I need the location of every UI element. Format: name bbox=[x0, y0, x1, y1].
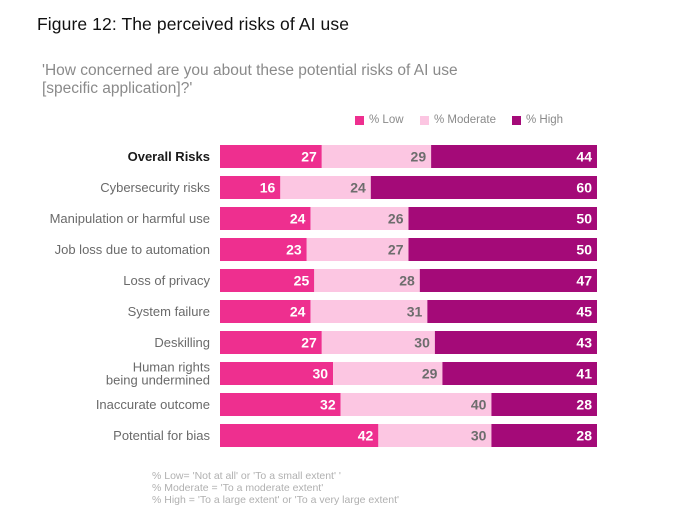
legend-label-low: % Low bbox=[369, 114, 404, 126]
subtitle-line-2: [specific application]?' bbox=[42, 80, 193, 97]
bar-low-system-failure bbox=[220, 300, 311, 323]
bar-low-manipulation-or-harmful-use bbox=[220, 207, 311, 230]
data-label-high-cybersecurity-risks: 60 bbox=[576, 180, 592, 196]
data-label-low-human-rights-being-undermined: 30 bbox=[313, 366, 329, 382]
subtitle-line-1: 'How concerned are you about these poten… bbox=[42, 62, 458, 79]
data-label-low-loss-of-privacy: 25 bbox=[294, 273, 310, 289]
data-label-high-loss-of-privacy: 47 bbox=[576, 273, 592, 289]
bar-moderate-cybersecurity-risks bbox=[280, 176, 371, 199]
data-label-low-cybersecurity-risks: 16 bbox=[260, 180, 276, 196]
data-label-high-potential-for-bias: 28 bbox=[576, 428, 592, 444]
bar-high-potential-for-bias bbox=[491, 424, 597, 447]
category-label-overall-risks: Overall Risks bbox=[128, 149, 210, 164]
legend-item-moderate: % Moderate bbox=[420, 114, 496, 126]
bar-low-overall-risks bbox=[220, 145, 322, 168]
data-label-moderate-system-failure: 31 bbox=[407, 304, 423, 320]
note-moderate-definition: % Moderate = 'To a moderate extent' bbox=[152, 482, 324, 494]
category-label-inaccurate-outcome: Inaccurate outcome bbox=[96, 397, 210, 412]
bar-high-system-failure bbox=[427, 300, 597, 323]
data-label-low-manipulation-or-harmful-use: 24 bbox=[290, 211, 306, 227]
legend-label-high: % High bbox=[526, 114, 564, 126]
data-label-moderate-overall-risks: 29 bbox=[411, 149, 427, 165]
category-label-loss-of-privacy: Loss of privacy bbox=[123, 273, 210, 288]
bar-moderate-inaccurate-outcome bbox=[340, 393, 492, 416]
bar-high-deskilling bbox=[434, 331, 597, 354]
bar-high-cybersecurity-risks bbox=[370, 176, 597, 199]
category-label-manipulation-or-harmful-use: Manipulation or harmful use bbox=[50, 211, 210, 226]
stacked-bar-chart: Overall Risks 27 29 44 Cybersecurity risks 16… bbox=[50, 145, 597, 447]
category-label-cybersecurity-risks: Cybersecurity risks bbox=[100, 180, 210, 195]
category-label-job-loss-due-to-automation: Job loss due to automation bbox=[55, 242, 210, 257]
bar-low-deskilling bbox=[220, 331, 322, 354]
bar-moderate-loss-of-privacy bbox=[314, 269, 420, 292]
data-label-moderate-deskilling: 30 bbox=[414, 335, 430, 351]
data-label-moderate-potential-for-bias: 30 bbox=[471, 428, 487, 444]
data-label-moderate-inaccurate-outcome: 40 bbox=[471, 397, 487, 413]
note-low-definition: % Low= 'Not at all' or 'To a small exten… bbox=[152, 470, 341, 482]
data-label-high-manipulation-or-harmful-use: 50 bbox=[576, 211, 592, 227]
data-label-moderate-cybersecurity-risks: 24 bbox=[350, 180, 366, 196]
bar-moderate-overall-risks bbox=[321, 145, 432, 168]
bar-moderate-manipulation-or-harmful-use bbox=[310, 207, 409, 230]
data-label-low-job-loss-due-to-automation: 23 bbox=[286, 242, 302, 258]
data-label-low-inaccurate-outcome: 32 bbox=[320, 397, 336, 413]
data-label-low-potential-for-bias: 42 bbox=[358, 428, 374, 444]
figure-title: Figure 12: The perceived risks of AI use bbox=[37, 14, 350, 34]
figure-subtitle: 'How concerned are you about these poten… bbox=[42, 62, 562, 98]
data-label-high-inaccurate-outcome: 28 bbox=[576, 397, 592, 413]
bar-high-loss-of-privacy bbox=[419, 269, 597, 292]
note-high-definition: % High = 'To a large extent' or 'To a ve… bbox=[152, 494, 400, 506]
legend-swatch-moderate bbox=[420, 115, 429, 125]
legend-swatch-high bbox=[512, 115, 521, 125]
bar-low-potential-for-bias bbox=[220, 424, 379, 447]
bar-low-human-rights-being-undermined bbox=[220, 362, 334, 385]
data-label-high-overall-risks: 44 bbox=[576, 149, 592, 165]
bar-moderate-human-rights-being-undermined bbox=[333, 362, 443, 385]
data-label-low-overall-risks: 27 bbox=[301, 149, 317, 165]
legend-item-high: % High bbox=[512, 114, 563, 126]
bar-high-inaccurate-outcome bbox=[491, 393, 597, 416]
chart-notes: % Low= 'Not at all' or 'To a small exten… bbox=[152, 470, 399, 506]
data-label-high-job-loss-due-to-automation: 50 bbox=[576, 242, 592, 258]
data-label-high-human-rights-being-undermined: 41 bbox=[576, 366, 592, 382]
category-label-system-failure: System failure bbox=[128, 304, 210, 319]
legend-label-moderate: % Moderate bbox=[434, 114, 497, 126]
data-label-moderate-loss-of-privacy: 28 bbox=[399, 273, 415, 289]
data-label-moderate-human-rights-being-undermined: 29 bbox=[422, 366, 438, 382]
bar-low-loss-of-privacy bbox=[220, 269, 315, 292]
category-label-deskilling: Deskilling bbox=[154, 335, 210, 350]
bar-high-human-rights-being-undermined bbox=[442, 362, 597, 385]
bar-moderate-system-failure bbox=[310, 300, 428, 323]
legend-item-low: % Low bbox=[355, 114, 404, 126]
bar-moderate-job-loss-due-to-automation bbox=[306, 238, 409, 261]
bar-high-manipulation-or-harmful-use bbox=[408, 207, 597, 230]
bar-low-inaccurate-outcome bbox=[220, 393, 341, 416]
bar-low-job-loss-due-to-automation bbox=[220, 238, 307, 261]
category-label-potential-for-bias: Potential for bias bbox=[113, 428, 210, 443]
bar-high-overall-risks bbox=[431, 145, 597, 168]
bar-moderate-potential-for-bias bbox=[378, 424, 492, 447]
legend-swatch-low bbox=[355, 115, 364, 125]
data-label-moderate-manipulation-or-harmful-use: 26 bbox=[388, 211, 404, 227]
data-label-high-deskilling: 43 bbox=[576, 335, 592, 351]
bar-high-job-loss-due-to-automation bbox=[408, 238, 597, 261]
data-label-high-system-failure: 45 bbox=[576, 304, 592, 320]
data-label-low-system-failure: 24 bbox=[290, 304, 306, 320]
category-label-human-rights-being-undermined: Human rights being undermined bbox=[106, 360, 211, 388]
data-label-low-deskilling: 27 bbox=[301, 335, 317, 351]
bar-low-cybersecurity-risks bbox=[220, 176, 281, 199]
bar-moderate-deskilling bbox=[321, 331, 435, 354]
data-label-moderate-job-loss-due-to-automation: 27 bbox=[388, 242, 404, 258]
